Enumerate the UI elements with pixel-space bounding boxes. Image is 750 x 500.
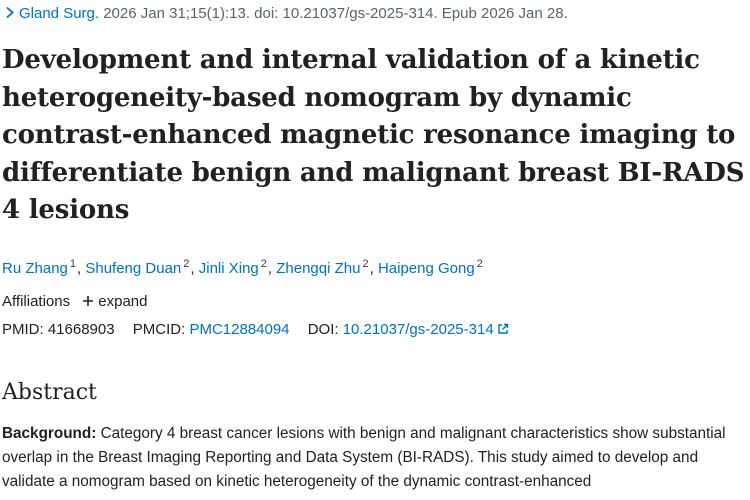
affiliations-label: Affiliations bbox=[2, 293, 71, 310]
affiliation-ref[interactable]: 2 bbox=[476, 258, 483, 270]
author-link[interactable]: Haipeng Gong bbox=[377, 260, 475, 277]
plus-icon bbox=[83, 296, 94, 306]
identifiers-row: PMID: 41668903 PMCID: PMC12884094 DOI: 1… bbox=[2, 320, 509, 340]
abstract-background: Background: Category 4 breast cancer les… bbox=[2, 422, 748, 494]
background-text: Category 4 breast cancer lesions with be… bbox=[2, 425, 726, 490]
expand-label: expand bbox=[98, 293, 148, 310]
affiliation-ref[interactable]: 2 bbox=[260, 258, 267, 270]
author-link[interactable]: Zhengqi Zhu bbox=[276, 260, 361, 277]
author-link[interactable]: Ru Zhang bbox=[2, 260, 68, 277]
affiliation-ref[interactable]: 2 bbox=[183, 258, 190, 270]
author-link[interactable]: Shufeng Duan bbox=[85, 260, 182, 277]
doi-label: DOI: bbox=[307, 321, 339, 338]
abstract-heading: Abstract bbox=[2, 380, 97, 405]
background-label: Background: bbox=[2, 425, 97, 442]
doi-value: 10.21037/gs-2025-314 bbox=[342, 321, 494, 338]
pmid-label: PMID: bbox=[2, 321, 44, 338]
pmcid-link[interactable]: PMC12884094 bbox=[189, 321, 290, 338]
doi-link[interactable]: 10.21037/gs-2025-314 bbox=[343, 321, 509, 338]
affiliations-row: Affiliations expand bbox=[2, 292, 147, 312]
external-link-icon bbox=[497, 323, 508, 334]
journal-link[interactable]: Gland Surg. bbox=[19, 5, 100, 22]
citation-details: 2026 Jan 31;15(1):13. doi: 10.21037/gs-2… bbox=[103, 5, 568, 22]
affiliation-ref[interactable]: 2 bbox=[362, 258, 369, 270]
pmcid-label: PMCID: bbox=[132, 321, 186, 338]
affiliations-expand-button[interactable]: expand bbox=[82, 293, 147, 310]
chevron-right-icon bbox=[6, 6, 14, 19]
author-list: Ru Zhang 1, Shufeng Duan 2, Jinli Xing 2, Z… bbox=[2, 258, 483, 277]
author-link[interactable]: Jinli Xing bbox=[198, 260, 259, 277]
citation-line: Gland Surg. 2026 Jan 31;15(1):13. doi: 1… bbox=[4, 4, 568, 24]
affiliation-ref[interactable]: 1 bbox=[69, 258, 76, 270]
article-title: Development and internal validation of a… bbox=[2, 45, 745, 225]
pmid-value: 41668903 bbox=[47, 321, 115, 338]
